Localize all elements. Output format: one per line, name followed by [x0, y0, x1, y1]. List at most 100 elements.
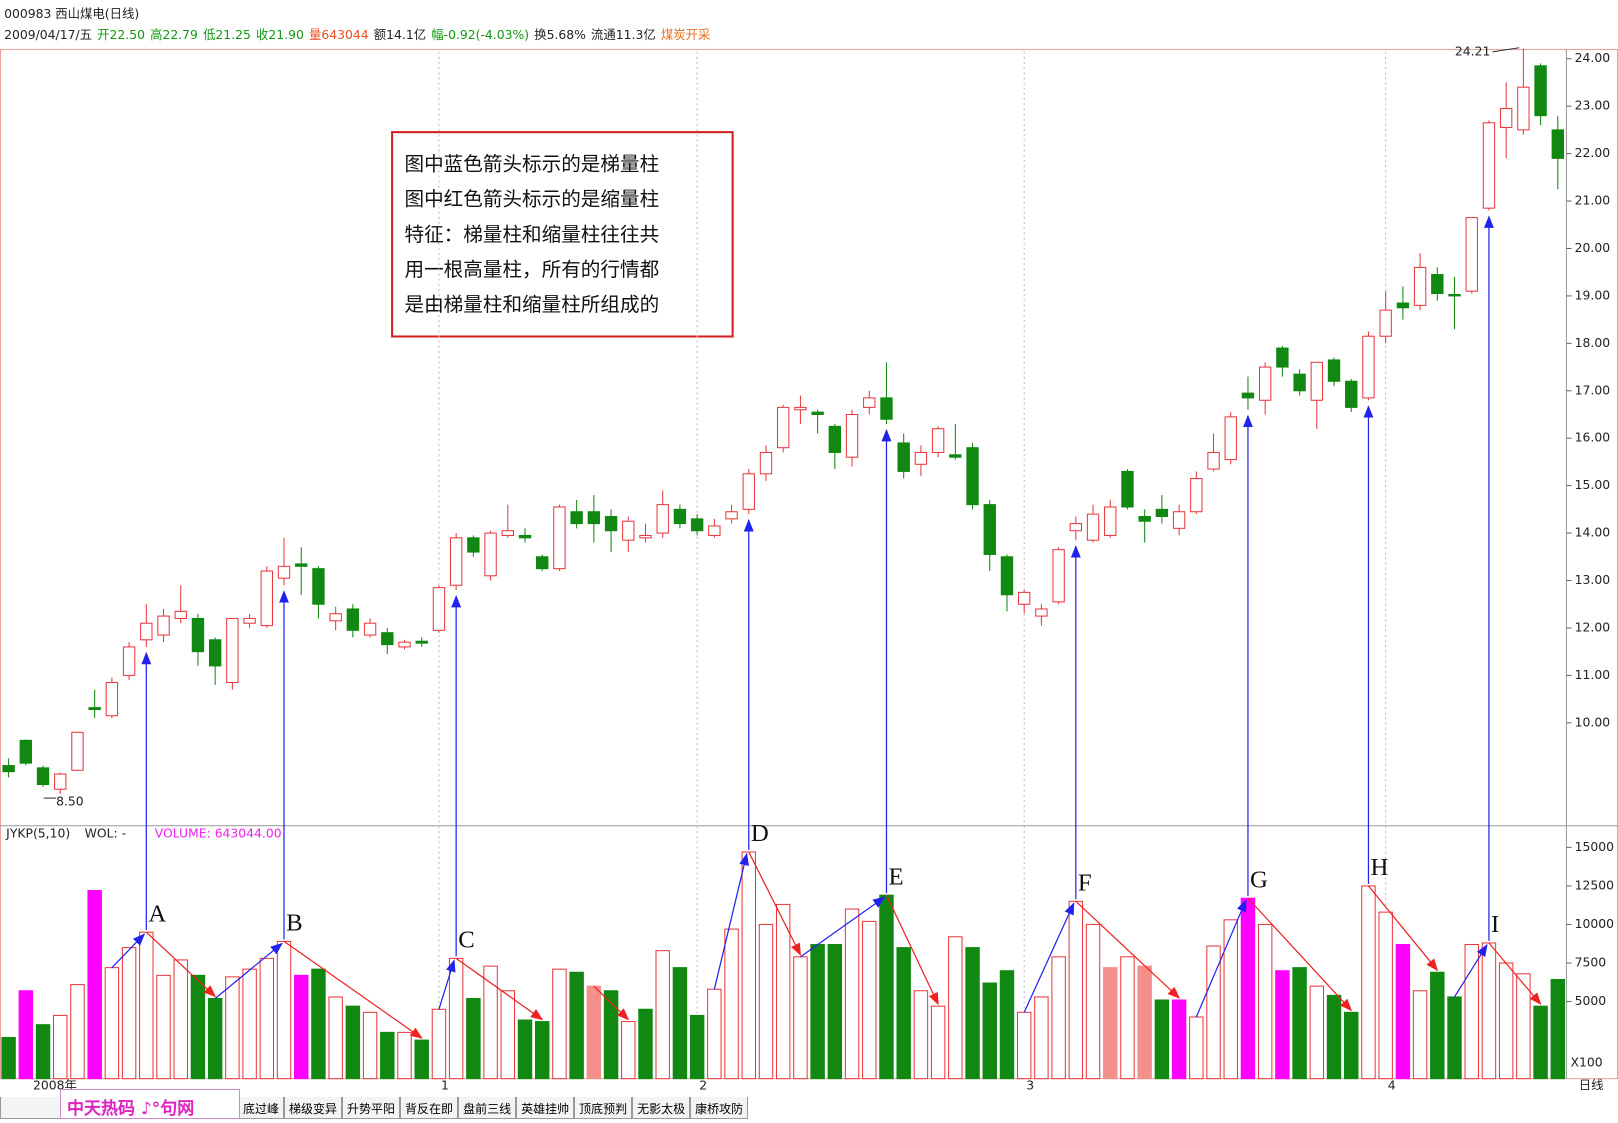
y-tick-label: 12.00: [1575, 620, 1611, 634]
annotation-letter: I: [1491, 911, 1499, 938]
volume-bar: [380, 1031, 395, 1080]
y-tick-label: 16.00: [1575, 431, 1611, 445]
candle-body: [1017, 591, 1031, 605]
red-arrow: [145, 931, 217, 998]
tab[interactable]: 康桥攻防: [690, 1097, 749, 1119]
volume-bar: [879, 894, 894, 1080]
candle-body: [1534, 65, 1547, 117]
candle-body: [553, 506, 566, 570]
volume-bar: [999, 970, 1015, 1080]
candle-body: [208, 639, 222, 667]
volume-bar: [844, 908, 860, 1080]
candle-body: [518, 534, 532, 539]
candle-body: [260, 570, 273, 627]
blue-arrow: [1195, 899, 1247, 1018]
volume-bar: [70, 984, 85, 1080]
volume-bar: [1533, 1005, 1548, 1080]
blue-arrow: [713, 852, 749, 990]
y-tick-label: 15.00: [1575, 478, 1611, 492]
tab[interactable]: 底过峰: [238, 1097, 285, 1119]
blue-arrow: [800, 896, 886, 958]
candle-body: [1258, 366, 1272, 401]
red-arrow: [1247, 897, 1353, 1012]
y-tick-label: 5000: [1575, 994, 1607, 1008]
candle-body: [949, 454, 962, 458]
volume-bar: [311, 968, 326, 1080]
marker-label: 8.50: [56, 795, 84, 809]
volume-bar: [397, 1031, 412, 1080]
candle-body: [1293, 373, 1306, 392]
volume-bar: [534, 1021, 550, 1080]
volume-bar: [1189, 1016, 1204, 1080]
chart-title: 000983 西山煤电(日线): [4, 7, 139, 21]
volume-bar: [1275, 970, 1290, 1080]
volume-bar: [638, 1008, 653, 1080]
annotation-letter: G: [1250, 866, 1268, 893]
tab[interactable]: 升势平阳: [342, 1097, 401, 1119]
volume-bar: [982, 982, 997, 1080]
volume-bar: [1257, 923, 1273, 1080]
volume-bar: [1378, 911, 1393, 1080]
info-item: 2009/04/17/五: [4, 28, 92, 42]
y-tick-label: 7500: [1575, 956, 1607, 970]
candle-body: [639, 534, 652, 539]
x-tick-label: 3: [1026, 1078, 1034, 1090]
annotation-letter: C: [458, 927, 475, 954]
volume-bar: [1085, 923, 1101, 1080]
volume-bar: [862, 920, 877, 1080]
volume-bar: [758, 923, 774, 1080]
red-arrow: [1488, 942, 1542, 1006]
candle-body: [966, 447, 979, 506]
red-arrow: [593, 985, 630, 1021]
volume-bar: [1154, 999, 1170, 1080]
tab[interactable]: 梯级变异: [284, 1097, 343, 1119]
volume-bar: [1103, 967, 1118, 1080]
red-arrow: [885, 894, 939, 1006]
volume-bar: [53, 1014, 68, 1080]
volume-bar: [1223, 919, 1238, 1080]
volume-bar: [775, 903, 791, 1080]
blue-arrow: [111, 933, 146, 969]
candle-body: [880, 397, 893, 420]
red-arrow: [1367, 885, 1439, 972]
volume-bar: [1171, 999, 1187, 1080]
blue-arrow: [1453, 943, 1488, 998]
candle-body: [1517, 86, 1530, 131]
volume-bar: [1498, 962, 1514, 1080]
candle-body: [174, 610, 187, 619]
volume-bar: [242, 968, 257, 1080]
volume-bar: [225, 976, 240, 1080]
volume-bar: [1430, 971, 1445, 1080]
candle-body: [1413, 266, 1427, 306]
candle-body: [1396, 302, 1410, 309]
tab[interactable]: 背反在即: [400, 1097, 459, 1119]
volume-bar: [1051, 956, 1066, 1080]
candle-body: [725, 511, 738, 520]
red-arrow: [748, 851, 801, 956]
candle-body: [1069, 523, 1083, 532]
volume-bar: [913, 990, 929, 1080]
volume-bar: [121, 947, 137, 1080]
candle-body: [690, 518, 704, 532]
tab[interactable]: 盘前三线: [458, 1097, 517, 1119]
volume-bar: [1550, 978, 1566, 1080]
candle-body: [1310, 361, 1324, 401]
red-arrow: [1075, 900, 1181, 999]
annotation-letter: H: [1371, 854, 1389, 881]
x-tick-label: 1: [441, 1078, 449, 1090]
volume-bar: [1034, 996, 1049, 1080]
volume-bar: [35, 1024, 51, 1080]
tab[interactable]: 无影太极: [632, 1097, 691, 1119]
volume-bar: [448, 957, 464, 1080]
tab[interactable]: 英雄挂帅: [516, 1097, 575, 1119]
candle-body: [329, 613, 342, 622]
tab[interactable]: 顶底预判: [574, 1097, 633, 1119]
red-arrow: [455, 957, 544, 1021]
volume-bar: [18, 990, 34, 1080]
x-tick-label: 4: [1388, 1078, 1396, 1090]
marker-label: 24.21: [1455, 44, 1490, 58]
candle-body: [1482, 122, 1496, 209]
volume-bar: [156, 974, 171, 1080]
candle-body: [36, 767, 50, 786]
